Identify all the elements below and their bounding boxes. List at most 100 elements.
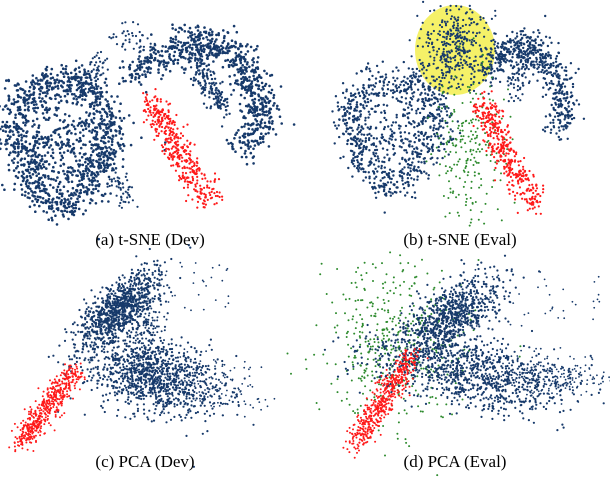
eval-tsne-green-point xyxy=(452,144,455,147)
dev-tsne-blue-point xyxy=(34,139,37,143)
eval-tsne-blue-point xyxy=(419,93,422,96)
dev-tsne-blue-point xyxy=(87,168,90,172)
eval-tsne-blue-point xyxy=(386,88,390,91)
eval-tsne-blue-point xyxy=(349,92,353,95)
dev-tsne-red-point xyxy=(145,103,148,106)
dev-tsne-blue-point xyxy=(128,185,131,188)
eval-tsne-blue-point xyxy=(406,82,410,86)
eval-tsne-blue-point xyxy=(450,29,453,32)
eval-tsne-blue-point xyxy=(374,92,378,95)
eval-tsne-red-point xyxy=(496,122,499,125)
dev-tsne-red-point xyxy=(161,146,165,149)
eval-tsne-blue-point xyxy=(552,61,555,65)
dev-tsne-blue-point xyxy=(40,137,43,141)
eval-tsne-blue-point xyxy=(455,26,458,30)
eval-tsne-blue-point xyxy=(404,81,408,84)
eval-tsne-blue-point xyxy=(512,50,515,53)
dev-tsne-blue-point xyxy=(93,76,96,79)
dev-tsne-blue-point xyxy=(88,179,92,182)
dev-tsne-blue-point xyxy=(85,186,88,189)
dev-tsne-blue-point xyxy=(172,54,176,58)
dev-tsne-blue-point xyxy=(44,199,48,202)
dev-tsne-red-point xyxy=(165,100,168,103)
eval-tsne-green-point xyxy=(480,184,483,187)
dev-tsne-blue-point xyxy=(264,132,268,136)
eval-tsne-blue-point xyxy=(521,65,524,68)
dev-tsne-blue-point xyxy=(171,23,174,27)
eval-tsne-blue-point xyxy=(354,95,357,99)
eval-tsne-blue-point xyxy=(527,44,530,47)
dev-tsne-blue-point xyxy=(246,144,250,148)
eval-tsne-blue-point xyxy=(395,113,398,117)
dev-tsne-blue-point xyxy=(249,105,252,108)
eval-tsne-green-point xyxy=(481,60,484,63)
eval-tsne-blue-point xyxy=(402,172,406,175)
eval-tsne-green-point xyxy=(444,150,447,153)
dev-tsne-blue-point xyxy=(84,119,88,123)
dev-tsne-blue-point xyxy=(43,91,47,94)
eval-tsne-blue-point xyxy=(561,90,564,93)
eval-tsne-green-point xyxy=(471,118,474,121)
dev-tsne-blue-point xyxy=(198,57,202,60)
eval-tsne-red-point xyxy=(532,191,535,195)
eval-tsne-blue-point xyxy=(554,101,557,105)
eval-tsne-blue-point xyxy=(421,97,424,101)
dev-tsne-red-point xyxy=(145,93,149,96)
dev-tsne-red-point xyxy=(172,145,175,148)
eval-tsne-blue-point xyxy=(342,133,345,136)
eval-tsne-blue-point xyxy=(370,157,373,160)
eval-tsne-red-point xyxy=(517,182,520,185)
eval-tsne-red-point xyxy=(514,198,517,201)
dev-tsne-blue-point xyxy=(224,105,227,109)
dev-tsne-blue-point xyxy=(264,95,268,98)
dev-tsne-red-point xyxy=(161,116,164,120)
dev-tsne-blue-point xyxy=(33,153,37,156)
eval-tsne-blue-point xyxy=(461,24,464,28)
eval-tsne-blue-point xyxy=(544,93,548,97)
dev-tsne-blue-point xyxy=(87,123,91,126)
dev-tsne-blue-point xyxy=(89,78,93,82)
eval-tsne-blue-point xyxy=(397,124,401,127)
eval-tsne-blue-point xyxy=(410,123,413,126)
eval-tsne-blue-point xyxy=(490,68,493,72)
eval-tsne-blue-point xyxy=(547,55,550,58)
dev-tsne-blue-point xyxy=(72,170,75,173)
eval-tsne-blue-point xyxy=(436,38,439,41)
dev-tsne-blue-point xyxy=(54,106,58,109)
dev-tsne-blue-point xyxy=(13,157,16,160)
eval-tsne-green-point xyxy=(489,85,492,88)
dev-tsne-blue-point xyxy=(187,30,190,33)
dev-tsne-blue-point xyxy=(111,158,115,161)
dev-tsne-blue-point xyxy=(177,40,180,43)
eval-tsne-blue-point xyxy=(427,87,430,91)
eval-tsne-blue-point xyxy=(401,179,404,182)
dev-tsne-blue-point xyxy=(182,56,185,59)
dev-tsne-red-point xyxy=(173,137,176,140)
eval-tsne-blue-point xyxy=(557,112,561,115)
dev-tsne-blue-point xyxy=(144,60,148,63)
dev-tsne-blue-point xyxy=(97,69,100,72)
dev-tsne-blue-point xyxy=(68,114,71,118)
dev-tsne-blue-point xyxy=(83,68,86,71)
eval-tsne-blue-point xyxy=(566,125,569,128)
eval-tsne-blue-point xyxy=(423,160,426,163)
dev-tsne-red-point xyxy=(218,191,221,194)
eval-tsne-blue-point xyxy=(411,161,414,164)
eval-tsne-blue-point xyxy=(521,36,524,40)
dev-tsne-blue-point xyxy=(50,138,54,141)
dev-tsne-blue-point xyxy=(27,192,30,195)
eval-tsne-blue-point xyxy=(523,72,526,75)
dev-tsne-blue-point xyxy=(110,95,113,98)
dev-tsne-blue-point xyxy=(171,27,174,30)
eval-tsne-blue-point xyxy=(550,103,553,107)
dev-tsne-blue-point xyxy=(0,142,3,145)
eval-tsne-blue-point xyxy=(438,119,442,122)
dev-tsne-red-point xyxy=(177,149,180,152)
dev-tsne-blue-point xyxy=(89,160,93,164)
eval-tsne-blue-point xyxy=(482,73,486,77)
eval-tsne-blue-point xyxy=(399,169,402,173)
eval-tsne-blue-point xyxy=(526,35,529,39)
eval-tsne-blue-point xyxy=(441,74,445,77)
eval-tsne-green-point xyxy=(465,159,468,162)
eval-tsne-blue-point xyxy=(364,101,367,104)
